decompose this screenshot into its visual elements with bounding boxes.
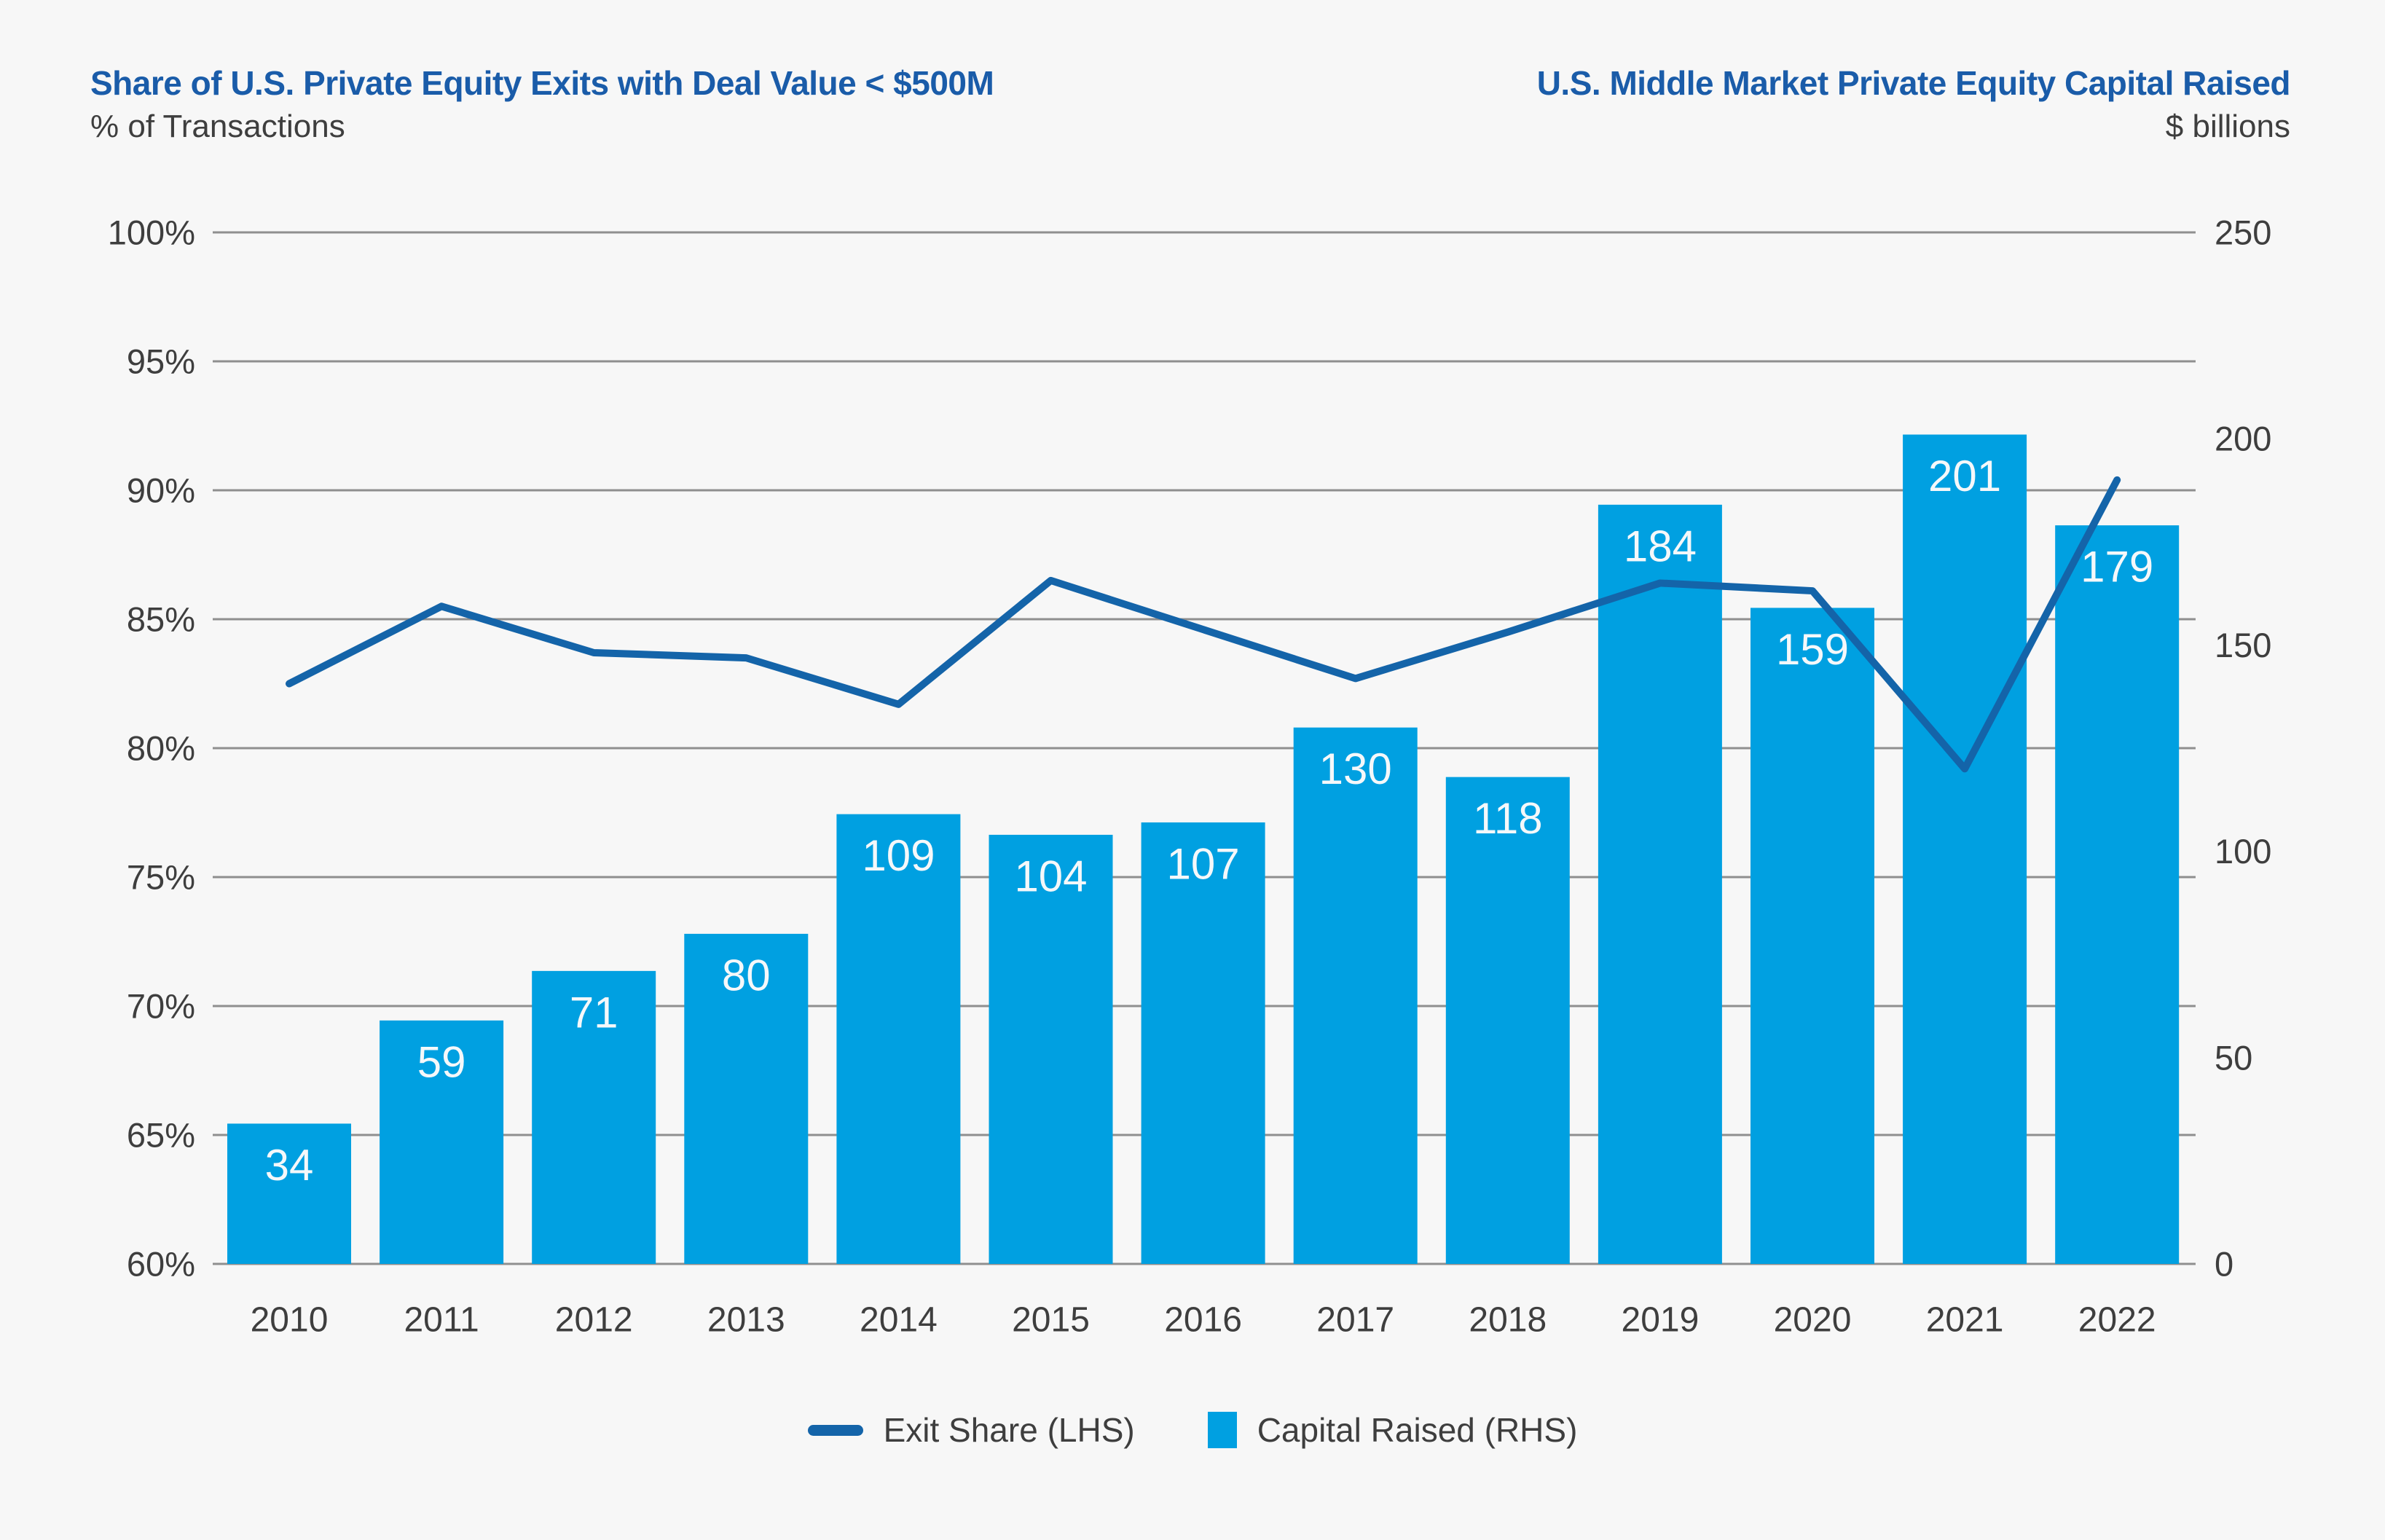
- right-axis-tick-label: 0: [2215, 1245, 2233, 1284]
- bar-value-label: 118: [1473, 794, 1543, 843]
- legend-item-capital-raised: Capital Raised (RHS): [1207, 1410, 1578, 1450]
- left-axis-tick-label: 80%: [127, 729, 195, 768]
- right-axis-tick-label: 50: [2215, 1038, 2252, 1077]
- chart-legend: Exit Share (LHS) Capital Raised (RHS): [0, 1410, 2385, 1450]
- right-title-block: U.S. Middle Market Private Equity Capita…: [1536, 64, 2291, 144]
- left-chart-title: Share of U.S. Private Equity Exits with …: [90, 64, 994, 102]
- bar-value-label: 201: [1928, 452, 2001, 500]
- x-axis-label-2012: 2012: [555, 1301, 633, 1340]
- bar-value-label: 34: [265, 1141, 314, 1190]
- left-axis-tick-label: 90%: [127, 471, 195, 510]
- legend-label-exit-share: Exit Share (LHS): [883, 1411, 1135, 1449]
- bar-value-label: 107: [1167, 839, 1240, 888]
- bar-2018: [1445, 777, 1570, 1264]
- x-axis-label-2013: 2013: [707, 1301, 785, 1340]
- bar-value-label: 71: [570, 988, 618, 1037]
- bar-2016: [1141, 822, 1265, 1264]
- left-axis-tick-label: 60%: [127, 1245, 195, 1284]
- bar-2022: [2055, 525, 2180, 1264]
- bar-2014: [836, 814, 961, 1264]
- line-series-marker-icon: [807, 1424, 863, 1436]
- bar-value-label: 109: [862, 831, 935, 880]
- x-axis-label-2022: 2022: [2078, 1301, 2156, 1340]
- bar-2020: [1751, 608, 1874, 1264]
- exit-share-line: [286, 476, 2121, 773]
- bar-2017: [1293, 727, 1418, 1264]
- left-axis-tick-label: 65%: [127, 1116, 195, 1155]
- x-axis-label-2016: 2016: [1164, 1301, 1242, 1340]
- x-axis-label-2011: 2011: [404, 1301, 479, 1340]
- bar-2012: [532, 970, 656, 1264]
- left-axis-tick-label: 100%: [108, 213, 195, 252]
- bar-value-label: 159: [1776, 625, 1849, 674]
- bar-series-marker-icon: [1207, 1412, 1237, 1448]
- bar-2019: [1598, 504, 1722, 1264]
- x-axis-label-2017: 2017: [1316, 1301, 1394, 1340]
- x-axis-label-2018: 2018: [1469, 1301, 1547, 1340]
- bar-value-label: 104: [1014, 852, 1087, 900]
- x-axis-label-2014: 2014: [860, 1301, 938, 1340]
- x-axis-label-2019: 2019: [1622, 1301, 1700, 1340]
- right-axis-subtitle: $ billions: [2165, 109, 2290, 144]
- bar-value-label: 184: [1624, 522, 1697, 570]
- right-axis-tick-label: 150: [2215, 626, 2271, 664]
- bar-2013: [684, 933, 809, 1264]
- legend-item-exit-share: Exit Share (LHS): [807, 1410, 1135, 1450]
- left-axis-tick-label: 95%: [127, 342, 195, 381]
- right-axis-tick-label: 200: [2215, 420, 2271, 458]
- bar-2015: [989, 834, 1113, 1264]
- right-chart-title: U.S. Middle Market Private Equity Capita…: [1536, 64, 2291, 102]
- x-axis-label-2010: 2010: [251, 1301, 329, 1340]
- bar-2011: [380, 1020, 504, 1264]
- left-axis-subtitle: % of Transactions: [90, 109, 345, 144]
- right-axis-tick-label: 250: [2215, 213, 2271, 252]
- right-axis-tick-label: 100: [2215, 832, 2271, 871]
- legend-label-capital-raised: Capital Raised (RHS): [1257, 1411, 1578, 1449]
- left-title-block: Share of U.S. Private Equity Exits with …: [90, 64, 994, 144]
- bar-2010: [227, 1123, 351, 1264]
- bar-2021: [1903, 434, 2027, 1264]
- bar-value-label: 179: [2081, 543, 2153, 592]
- bar-value-label: 59: [417, 1037, 466, 1086]
- left-axis-tick-label: 75%: [127, 858, 195, 897]
- x-axis-label-2020: 2020: [1774, 1301, 1852, 1340]
- left-axis-tick-label: 85%: [127, 600, 195, 639]
- bar-value-label: 130: [1319, 745, 1392, 793]
- bar-value-label: 80: [722, 951, 771, 999]
- x-axis-label-2015: 2015: [1012, 1301, 1090, 1340]
- left-axis-tick-label: 70%: [127, 987, 195, 1026]
- x-axis-label-2021: 2021: [1926, 1301, 2004, 1340]
